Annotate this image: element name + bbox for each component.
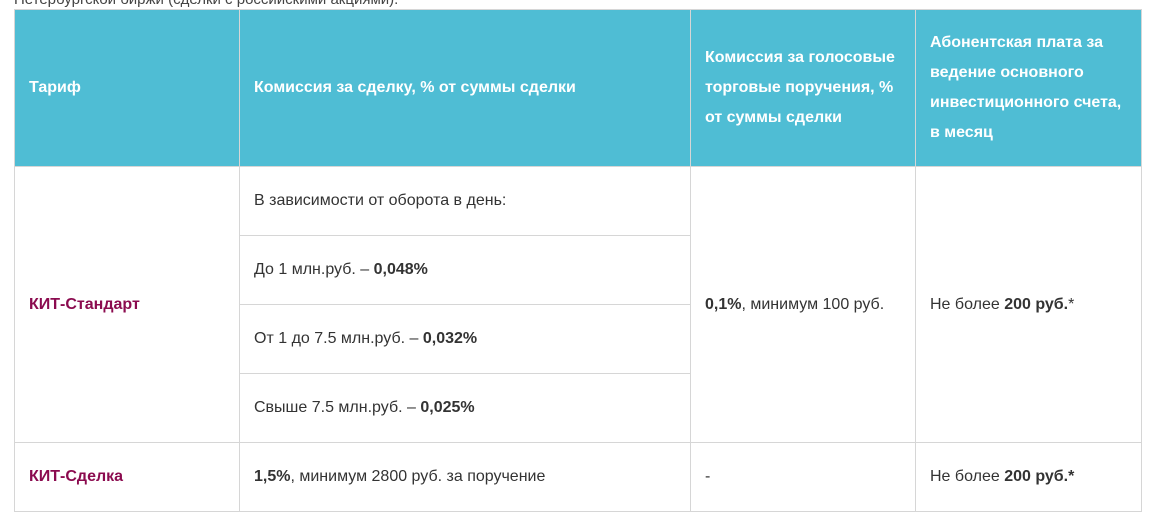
- fee-prefix: Не более: [930, 295, 1005, 313]
- voice-commission-value: 0,1%: [705, 295, 742, 313]
- voice-commission-sdelka: -: [690, 442, 916, 512]
- fee-sdelka-prefix: Не более: [930, 468, 1005, 485]
- commission-tier-2: От 1 до 7.5 млн.руб. – 0,032%: [239, 304, 691, 374]
- voice-commission-suffix: , минимум 100 руб.: [741, 295, 885, 313]
- table-row: КИТ-Сделка 1,5%, минимум 2800 руб. за по…: [14, 442, 1142, 512]
- tier-1-label: До 1 млн.руб. –: [254, 261, 374, 278]
- tier-2-label: От 1 до 7.5 млн.руб. –: [254, 330, 423, 347]
- table-header-row: Тариф Комиссия за сделку, % от суммы сде…: [14, 9, 1142, 167]
- commission-tier-3: Свыше 7.5 млн.руб. – 0,025%: [239, 373, 691, 443]
- commission-intro: В зависимости от оборота в день:: [239, 166, 691, 236]
- tariff-table: Тариф Комиссия за сделку, % от суммы сде…: [14, 9, 1142, 512]
- preceding-text: Петербургской биржи (сделки с российским…: [14, 0, 398, 9]
- header-tariff: Тариф: [14, 9, 240, 167]
- fee-standart: Не более 200 руб.*: [915, 166, 1142, 443]
- table-row: До 1 млн.руб. – 0,048%: [15, 235, 1142, 305]
- commission-sdelka-suffix: , минимум 2800 руб. за поручение: [290, 468, 546, 485]
- fee-value: 200 руб.: [1004, 295, 1069, 313]
- tariff-name-sdelka: КИТ-Сделка: [14, 442, 240, 512]
- table-row: Свыше 7.5 млн.руб. – 0,025%: [15, 373, 1142, 443]
- tier-3-value: 0,025%: [420, 399, 475, 416]
- tier-3-label: Свыше 7.5 млн.руб. –: [254, 399, 421, 416]
- tier-1-value: 0,048%: [373, 261, 428, 278]
- header-commission: Комиссия за сделку, % от суммы сделки: [239, 9, 691, 167]
- header-subscription-fee: Абонентская плата за ведение основного и…: [915, 9, 1142, 167]
- fee-sdelka: Не более 200 руб.*: [915, 442, 1142, 512]
- tariff-name-standart: КИТ-Стандарт: [14, 166, 240, 443]
- table-row: От 1 до 7.5 млн.руб. – 0,032%: [15, 304, 1142, 374]
- tier-2-value: 0,032%: [422, 330, 478, 347]
- commission-sdelka-value: 1,5%: [254, 468, 291, 485]
- header-voice-commission: Комиссия за голосовые торговые поручения…: [690, 9, 916, 167]
- commission-tier-1: До 1 млн.руб. – 0,048%: [239, 235, 691, 305]
- voice-commission-standart: 0,1%, минимум 100 руб.: [690, 166, 916, 443]
- commission-sdelka: 1,5%, минимум 2800 руб. за поручение: [239, 442, 691, 512]
- fee-suffix: *: [1068, 295, 1075, 313]
- fee-sdelka-value: 200 руб.*: [1004, 468, 1075, 485]
- table-row: КИТ-Стандарт В зависимости от оборота в …: [14, 166, 1142, 443]
